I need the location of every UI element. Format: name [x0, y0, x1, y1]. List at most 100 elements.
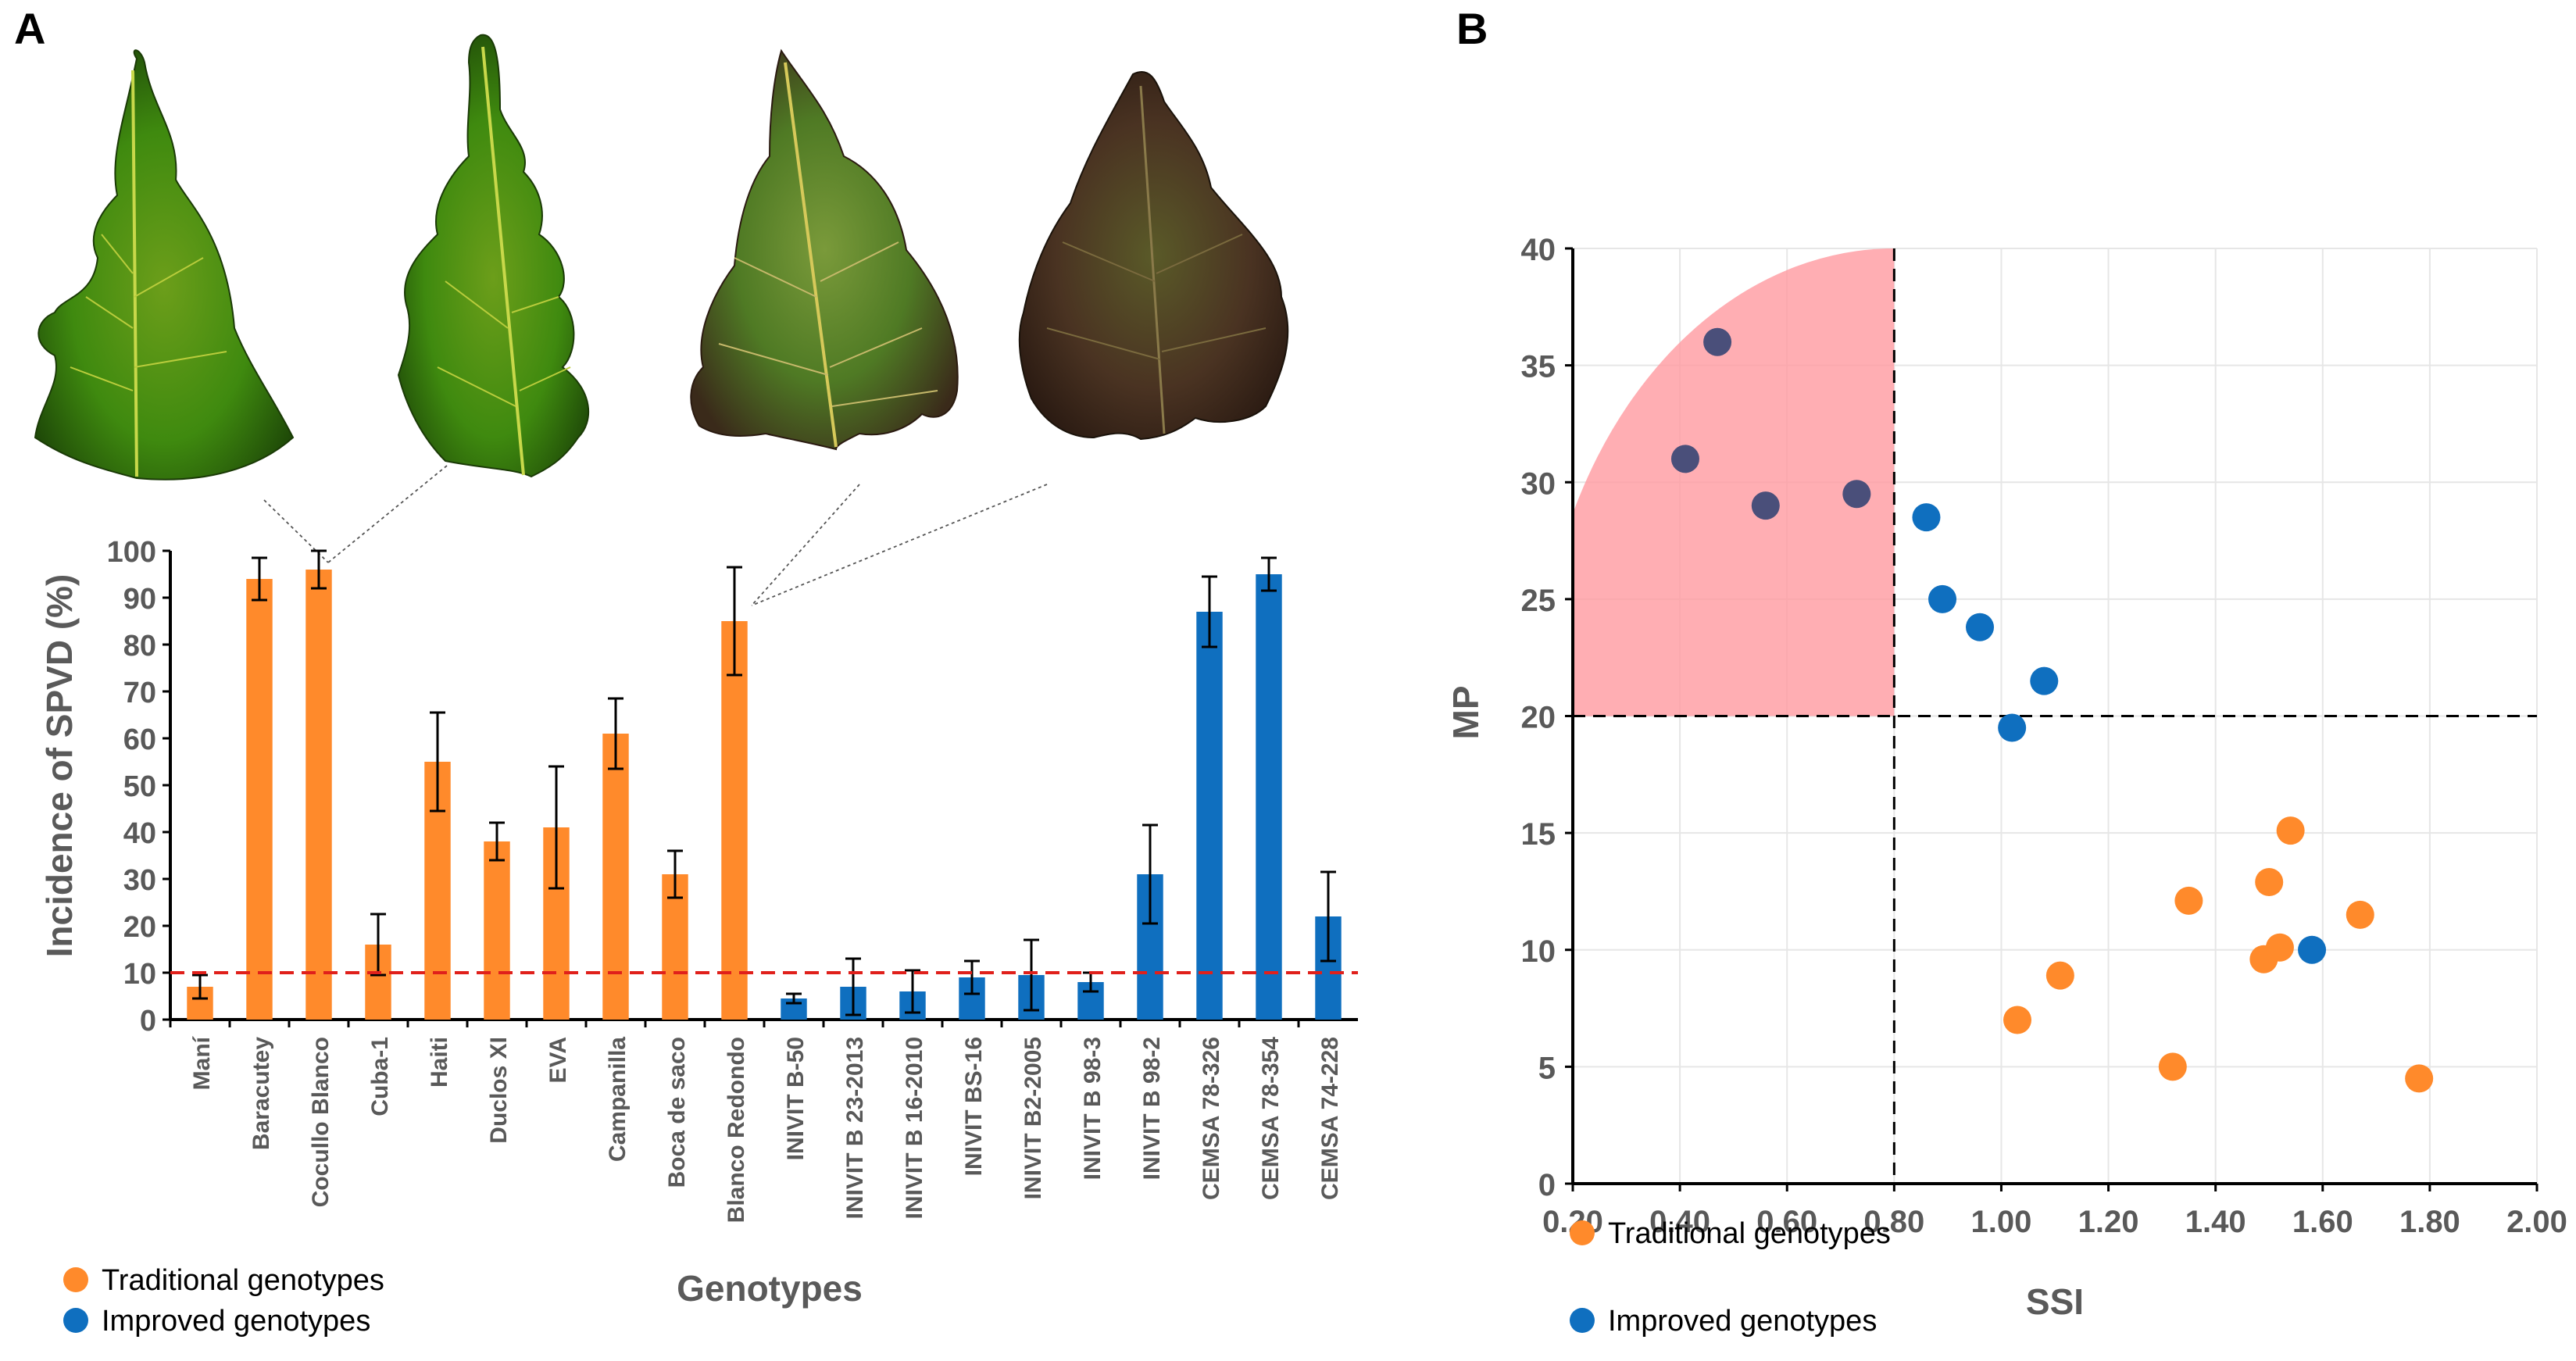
- x-tick-label-a: Cocullo Blanco: [308, 1037, 334, 1207]
- panel-a-label: A: [14, 4, 46, 53]
- legend-b-traditional-label: Traditional genotypes: [1608, 1217, 1891, 1250]
- y-tick-label-b: 30: [1521, 466, 1556, 501]
- y-tick-label-b: 15: [1521, 817, 1556, 852]
- data-point: [1670, 445, 1699, 473]
- x-tick-label-a: INIVIT B 16-2010: [902, 1037, 927, 1219]
- x-tick-label-b: 1.20: [2078, 1205, 2139, 1239]
- data-point: [1703, 327, 1732, 356]
- error-bar: [1261, 556, 1277, 592]
- x-tick-label-a: CEMSA 78-354: [1258, 1037, 1284, 1200]
- x-tick-label-a: INIVIT B 98-2: [1139, 1037, 1165, 1180]
- legend-b-improved-label: Improved genotypes: [1608, 1305, 1877, 1338]
- x-tick-label-a: INIVIT BS-16: [961, 1037, 987, 1176]
- error-bar: [1202, 575, 1217, 648]
- y-tick-label-a: 90: [123, 583, 156, 616]
- y-tick-label-b: 25: [1521, 584, 1556, 618]
- legend-a: Traditional genotypes Improved genotypes: [63, 1264, 384, 1338]
- error-bar: [905, 969, 920, 1014]
- data-point: [2346, 900, 2374, 929]
- y-axis-label-a: Incidence of SPVD (%): [39, 574, 80, 958]
- legend-a-traditional-label: Traditional genotypes: [102, 1264, 384, 1297]
- leaf-connectors: [263, 465, 1048, 606]
- error-bar: [786, 992, 802, 1005]
- y-tick-label-a: 80: [123, 630, 156, 663]
- bar: [1196, 612, 1223, 1020]
- error-bar: [1142, 823, 1158, 925]
- threshold-lines-b: [1573, 248, 2537, 1184]
- x-tick-label-b: 1.80: [2399, 1205, 2460, 1239]
- leaf-photo-blanco-redondo-1: [690, 48, 959, 451]
- x-tick-label-b: 0.40: [1649, 1205, 1710, 1239]
- data-point: [2265, 933, 2294, 962]
- resistant-zone-shade: [1573, 248, 1895, 716]
- x-tick-label-a: EVA: [545, 1037, 571, 1083]
- data-point: [2255, 867, 2284, 896]
- error-bar: [252, 556, 267, 602]
- legend-a-improved-label: Improved genotypes: [102, 1305, 370, 1338]
- y-tick-label-a: 0: [140, 1005, 156, 1038]
- x-tick-label-a: Duclos XI: [486, 1037, 512, 1144]
- error-bar: [370, 913, 386, 977]
- error-bar: [192, 973, 208, 1000]
- bar: [484, 841, 510, 1020]
- x-tick-label-a: Boca de saco: [664, 1037, 690, 1188]
- y-tick-label-b: 10: [1521, 934, 1556, 969]
- leaf-photo-blanco-redondo-2: [1018, 70, 1289, 441]
- x-tick-label-a: Cuba-1: [367, 1037, 393, 1116]
- x-axis-label-a: Genotypes: [677, 1268, 863, 1309]
- error-bar: [727, 566, 742, 677]
- x-tick-label-b: 2.00: [2506, 1205, 2567, 1239]
- data-point: [1842, 480, 1871, 509]
- y-tick-label-a: 40: [123, 817, 156, 850]
- error-bar: [964, 959, 980, 995]
- y-tick-label-a: 30: [123, 864, 156, 897]
- data-point: [2030, 666, 2059, 695]
- x-tick-label-b: 0.80: [1863, 1205, 1924, 1239]
- error-bar: [548, 765, 564, 890]
- data-point: [1998, 713, 2027, 742]
- y-axis-label-b: MP: [1453, 686, 1486, 740]
- legend-b: Traditional genotypes Improved genotypes: [1570, 1217, 1891, 1338]
- incidence-bar-chart: 0 10 20 30 40 50 60 70 80 90 100 Maní Baracutey Cocu…: [34, 34, 1358, 1338]
- error-bar: [1320, 870, 1336, 963]
- bar: [1256, 574, 1282, 1020]
- x-tick-label-a: Blanco Redondo: [723, 1037, 749, 1223]
- y-tick-label-a: 70: [123, 677, 156, 709]
- x-tick-label-a: INIVIT B 23-2013: [842, 1037, 868, 1219]
- bar: [305, 570, 332, 1020]
- x-tick-label-a: INIVIT B 98-3: [1080, 1037, 1106, 1180]
- x-tick-label-a: CEMSA 78-326: [1199, 1037, 1224, 1200]
- panel-b-label: B: [1456, 4, 1488, 53]
- y-tick-label-a: 10: [123, 958, 156, 991]
- data-point: [1912, 503, 1941, 532]
- x-axis-label-b: SSI: [2026, 1281, 2084, 1322]
- error-bar: [311, 549, 327, 590]
- x-tick-labels-a: Maní Baracutey Cocullo Blanco Cuba-1 Haiti Du…: [169, 1020, 1343, 1223]
- x-tick-label-b: 1.40: [2185, 1205, 2246, 1239]
- error-bars-a: [170, 549, 1358, 1016]
- x-tick-label-a: INIVIT B-50: [783, 1037, 809, 1160]
- error-bar: [608, 697, 623, 770]
- data-point: [1751, 491, 1780, 520]
- data-point: [1928, 584, 1957, 613]
- y-tick-label-b: 0: [1538, 1168, 1556, 1202]
- data-point: [2158, 1052, 2187, 1081]
- data-point: [2276, 816, 2305, 845]
- x-tick-label-b: 1.00: [1971, 1205, 2032, 1239]
- legend-a-traditional-dot: [63, 1267, 88, 1292]
- data-point: [2174, 886, 2203, 915]
- y-tick-label-a: 60: [123, 723, 156, 756]
- legend-b-improved-dot: [1570, 1308, 1595, 1333]
- x-tick-label-a: Maní: [189, 1035, 215, 1090]
- y-tick-label-b: 5: [1538, 1051, 1556, 1085]
- error-bar: [1024, 938, 1039, 1012]
- legend-b-traditional-dot: [1570, 1220, 1595, 1245]
- error-bar: [430, 711, 445, 813]
- data-point: [2405, 1064, 2434, 1093]
- y-tick-label-a: 100: [107, 536, 156, 569]
- bar: [246, 579, 273, 1020]
- data-point: [2003, 1006, 2032, 1034]
- x-tick-label-a: Baracutey: [248, 1037, 274, 1150]
